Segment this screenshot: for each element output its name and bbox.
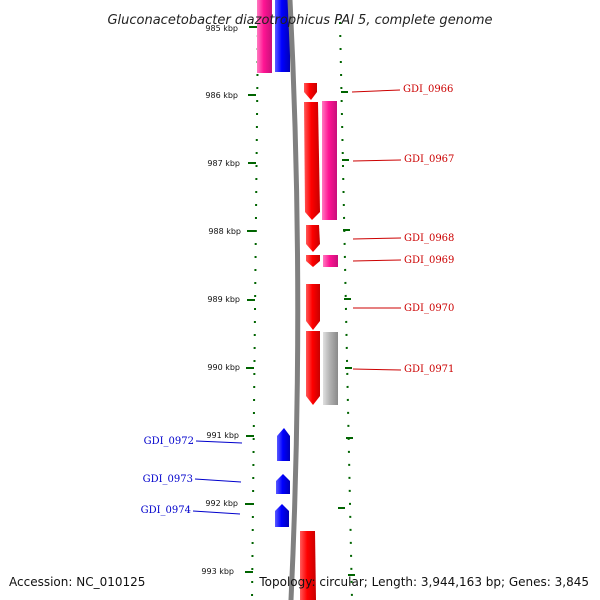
label-leaders xyxy=(192,89,402,515)
pink-feature-GDI_0969 xyxy=(323,255,338,267)
scale-ticks xyxy=(245,26,257,573)
gene-label-GDI_0966[interactable]: GDI_0966 xyxy=(403,84,453,95)
pink-feature-GDI_0967 xyxy=(322,101,337,220)
gene-label-GDI_0967[interactable]: GDI_0967 xyxy=(404,154,454,165)
scale-label-990: 990 kbp xyxy=(207,363,240,372)
gene-arrow-GDI_0969 xyxy=(306,255,320,267)
gene-label-GDI_0969[interactable]: GDI_0969 xyxy=(404,255,454,266)
scale-label-991: 991 kbp xyxy=(206,431,239,440)
gene-arrow-GDI_0966 xyxy=(304,83,317,100)
gene-arrow-GDI_0968 xyxy=(306,225,320,252)
scale-label-989: 989 kbp xyxy=(207,295,240,304)
gene-arrow-GDI_0974 xyxy=(275,504,289,527)
topology-text: Topology: circular; Length: 3,944,163 bp… xyxy=(258,575,589,589)
scale-label-988: 988 kbp xyxy=(208,227,241,236)
gene-label-GDI_0970[interactable]: GDI_0970 xyxy=(404,303,454,314)
gene-arrow-GDI_0967 xyxy=(304,102,320,220)
gene-label-GDI_0968[interactable]: GDI_0968 xyxy=(404,233,454,244)
gene-label-GDI_0971[interactable]: GDI_0971 xyxy=(404,364,454,375)
gene-arrow-GDI_0971 xyxy=(306,331,320,405)
accession-text: Accession: NC_010125 xyxy=(9,575,145,589)
map-title: Gluconacetobacter diazotrophicus PAl 5, … xyxy=(107,13,492,28)
secondary-features xyxy=(322,101,338,405)
gene-label-GDI_0973[interactable]: GDI_0973 xyxy=(143,474,193,485)
outer-dotted-ring xyxy=(339,21,353,600)
gene-label-GDI_0974[interactable]: GDI_0974 xyxy=(141,505,191,516)
scale-label-993: 993 kbp xyxy=(201,567,234,576)
reverse-genes xyxy=(275,428,290,527)
scale-label-986: 986 kbp xyxy=(205,91,238,100)
gene-arrow-GDI_0973 xyxy=(276,474,290,494)
outer-ticks xyxy=(338,91,355,576)
gene-label-GDI_0972[interactable]: GDI_0972 xyxy=(144,436,194,447)
scale-label-987: 987 kbp xyxy=(207,159,240,168)
gene-labels: GDI_0966 GDI_0967 GDI_0968 GDI_0969 GDI_… xyxy=(141,84,455,516)
gene-arrow-GDI_0972 xyxy=(277,428,290,461)
gene-arrow-bottom xyxy=(300,531,316,600)
gene-arrow-GDI_0970 xyxy=(306,284,320,330)
gray-feature-GDI_0971 xyxy=(323,332,338,405)
scale-label-992: 992 kbp xyxy=(205,499,238,508)
scale-labels: 985 kbp 986 kbp 987 kbp 988 kbp 989 kbp … xyxy=(201,24,241,576)
scale-label-985: 985 kbp xyxy=(205,24,238,33)
blue-feature-top xyxy=(275,0,290,72)
pink-feature-top xyxy=(257,0,272,73)
genome-backbone xyxy=(287,0,301,600)
inner-dotted-ring xyxy=(251,21,259,600)
forward-genes xyxy=(300,83,320,600)
